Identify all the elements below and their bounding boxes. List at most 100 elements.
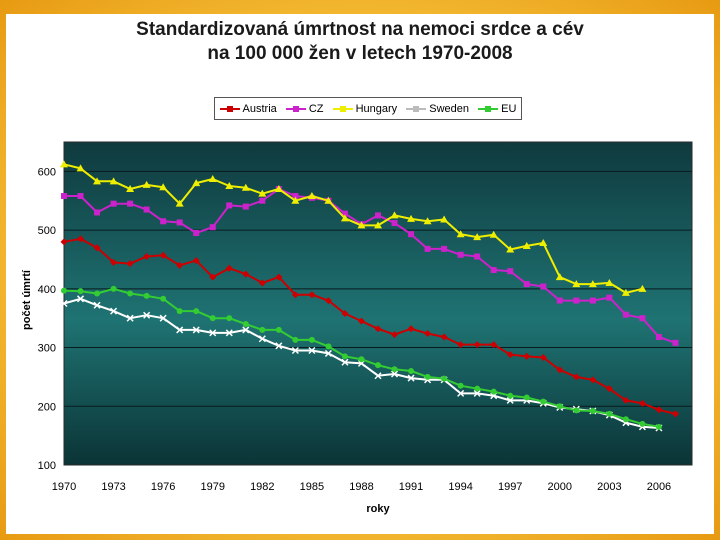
- data-point-sweden: [209, 329, 217, 337]
- data-point-cz: [160, 218, 167, 225]
- legend-swatch-cz: [285, 105, 306, 112]
- data-point-hungary: [258, 189, 267, 197]
- data-point-cz: [556, 297, 563, 304]
- data-point-cz: [622, 311, 629, 318]
- y-axis-label: počet úmrtí: [21, 269, 33, 330]
- title-line-2: na 100 000 žen v letech 1970-2008: [207, 43, 513, 64]
- data-point-sweden: [76, 295, 85, 303]
- data-point-austria: [192, 257, 200, 265]
- data-point-sweden: [242, 326, 250, 334]
- x-tick-label: 1982: [250, 481, 274, 493]
- data-point-sweden: [192, 326, 200, 334]
- data-point-austria: [258, 279, 266, 287]
- legend-swatch-austria: [219, 105, 240, 112]
- data-point-cz: [209, 224, 216, 231]
- series-austria: [60, 235, 679, 418]
- data-point-austria: [242, 270, 250, 278]
- data-point-hungary: [126, 184, 135, 192]
- data-point-austria: [539, 354, 547, 362]
- data-point-hungary: [175, 199, 184, 207]
- plot-area: [63, 141, 693, 466]
- data-point-hungary: [241, 183, 250, 191]
- data-point-cz: [242, 203, 249, 210]
- data-point-cz: [110, 200, 117, 207]
- data-point-hungary: [357, 221, 366, 229]
- data-point-hungary: [109, 177, 118, 185]
- data-point-eu: [160, 295, 167, 302]
- legend-item-eu: EU: [478, 103, 516, 115]
- data-point-sweden: [225, 329, 233, 337]
- data-point-hungary: [489, 230, 498, 238]
- data-point-eu: [457, 382, 464, 389]
- data-point-sweden: [258, 335, 266, 343]
- title-line-1: Standardizovaná úmrtnost na nemoci srdce…: [136, 19, 584, 40]
- data-point-austria: [291, 291, 299, 299]
- data-point-cz: [408, 231, 415, 238]
- data-point-austria: [60, 238, 68, 246]
- data-point-austria: [671, 410, 679, 418]
- data-point-hungary: [208, 174, 217, 182]
- data-point-eu: [639, 420, 646, 427]
- data-point-cz: [507, 268, 514, 275]
- data-point-sweden: [308, 346, 316, 355]
- data-point-eu: [655, 423, 662, 430]
- series-line-austria: [63, 237, 676, 415]
- data-point-eu: [523, 394, 530, 401]
- data-point-austria: [341, 309, 349, 317]
- data-point-eu: [474, 385, 481, 392]
- data-point-austria: [209, 273, 217, 281]
- data-point-eu: [540, 398, 547, 405]
- data-point-eu: [441, 375, 448, 382]
- data-point-eu: [259, 326, 266, 333]
- data-point-hungary: [324, 196, 333, 204]
- x-tick-label: 1979: [200, 481, 224, 493]
- data-point-cz: [655, 333, 662, 340]
- data-point-eu: [391, 366, 398, 373]
- data-point-eu: [110, 285, 117, 292]
- data-point-sweden: [341, 358, 349, 366]
- legend-label-cz: CZ: [308, 102, 324, 115]
- data-point-eu: [292, 336, 299, 343]
- data-point-cz: [457, 251, 464, 258]
- data-point-sweden: [275, 342, 283, 350]
- data-point-eu: [275, 326, 282, 333]
- x-axis-label: roky: [366, 503, 390, 515]
- data-point-austria: [110, 258, 118, 266]
- data-point-eu: [226, 315, 233, 322]
- x-tick-label: 1994: [448, 481, 472, 493]
- data-point-austria: [572, 373, 580, 381]
- data-point-cz: [672, 339, 679, 346]
- legend-item-cz: CZ: [285, 102, 324, 115]
- y-tick-label: 200: [38, 401, 56, 413]
- data-point-austria: [424, 329, 432, 337]
- data-point-austria: [159, 251, 167, 259]
- data-point-hungary: [159, 183, 168, 191]
- x-tick-label: 1973: [101, 481, 125, 493]
- data-point-cz: [639, 315, 646, 322]
- data-point-eu: [589, 407, 596, 414]
- data-point-sweden: [457, 389, 465, 397]
- data-point-hungary: [555, 273, 564, 281]
- data-point-cz: [341, 210, 348, 217]
- data-point-cz: [94, 209, 101, 216]
- data-point-sweden: [126, 314, 134, 322]
- data-point-austria: [655, 406, 663, 414]
- x-tick-label: 2003: [597, 481, 621, 493]
- data-point-cz: [606, 294, 613, 301]
- x-tick-label: 1997: [498, 481, 522, 493]
- x-tick-label: 1970: [52, 481, 76, 493]
- data-point-cz: [259, 197, 266, 204]
- data-point-hungary: [539, 239, 548, 247]
- data-point-eu: [341, 353, 348, 360]
- data-point-austria: [308, 291, 316, 299]
- data-point-cz: [490, 267, 497, 274]
- data-point-sweden: [291, 346, 299, 355]
- data-point-austria: [176, 261, 184, 269]
- data-point-hungary: [621, 288, 630, 296]
- data-point-austria: [391, 331, 399, 339]
- series-eu: [61, 285, 662, 430]
- y-tick-label: 600: [38, 166, 56, 178]
- data-point-cz: [540, 283, 547, 290]
- data-point-eu: [507, 392, 514, 399]
- data-point-eu: [375, 362, 381, 369]
